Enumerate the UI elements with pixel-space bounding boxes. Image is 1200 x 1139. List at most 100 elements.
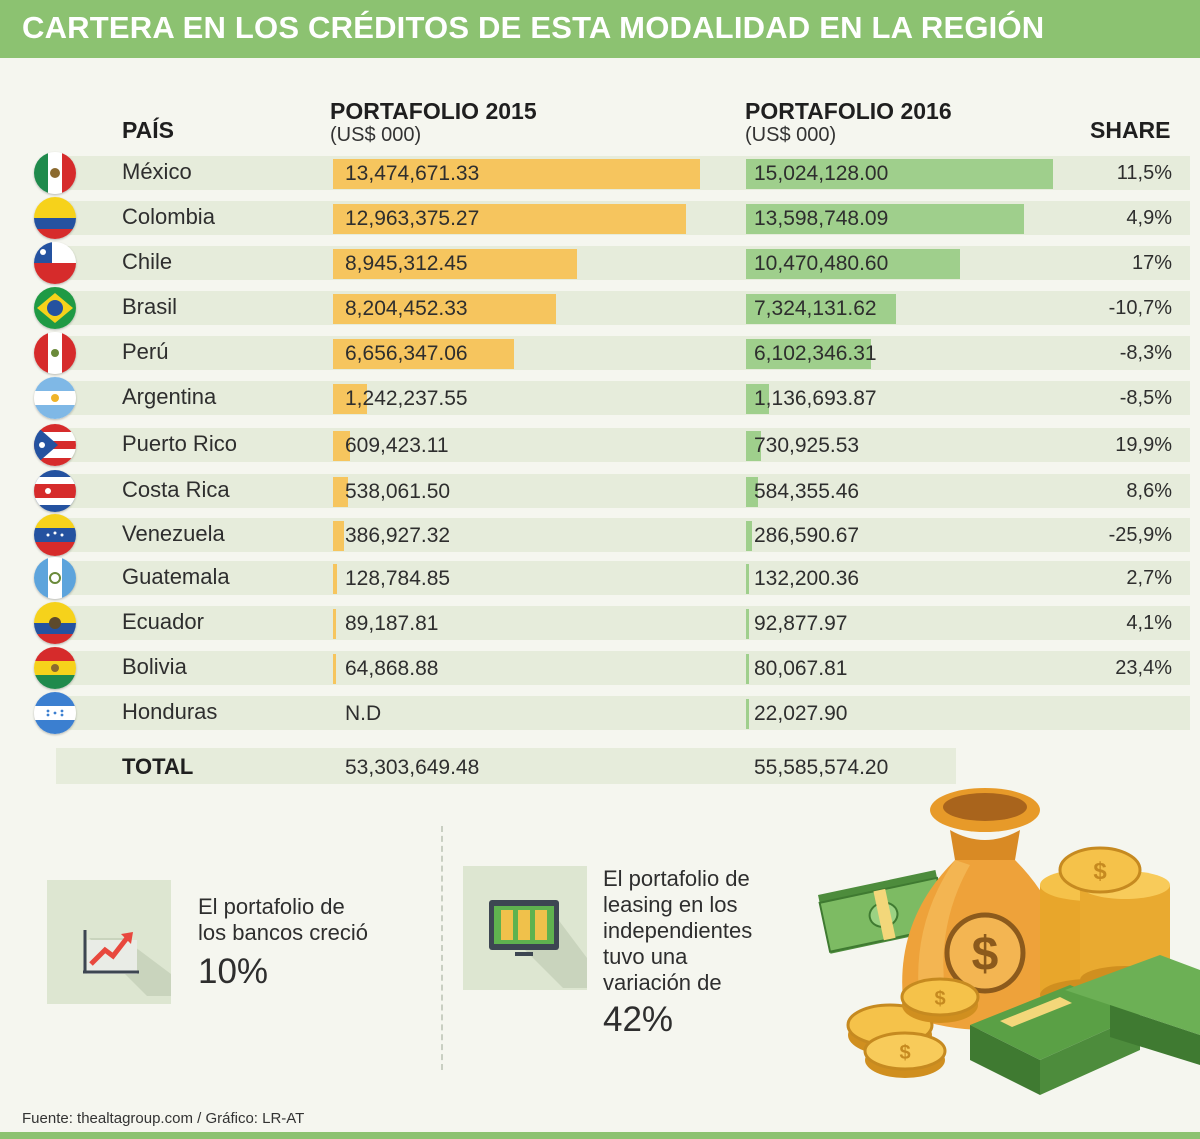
value-2015-puerto-rico: 609,423.11 [345,434,449,457]
value-2015-costa-rica: 538,061.50 [345,480,451,503]
bar-2015-bolivia [333,654,336,684]
share-ecuador: 4,1% [1126,612,1172,634]
share-chile: 17% [1131,252,1172,274]
country-chile: Chile [122,249,173,274]
value-2016-argentina: 1,136,693.87 [754,387,877,410]
total-row [56,748,956,784]
ecuador-flag-icon [34,602,76,644]
country-bolivia: Bolivia [122,654,187,679]
bar-2016-costa-rica [746,477,758,507]
value-2016-guatemala: 132,200.36 [754,567,860,590]
bar-2015-peru [333,339,515,369]
share-bolivia: 23,4% [1115,657,1172,679]
share-colombia: 4,9% [1126,207,1172,229]
bar-2015-puerto-rico [333,431,350,461]
country-argentina: Argentina [122,384,217,409]
honduras-flag-icon [34,692,76,734]
country-mexico: México [122,159,192,184]
value-2015-argentina: 1,242,237.55 [345,387,468,410]
bottom-rule [0,1132,1200,1139]
bar-2015-ecuador [333,609,336,639]
svg-text:$: $ [972,928,999,981]
bar-2016-mexico [746,159,1053,189]
value-2015-guatemala: 128,784.85 [345,567,451,590]
share-mexico: 11,5% [1116,162,1172,184]
money-case-icon [463,866,587,990]
svg-text:$: $ [934,988,945,1010]
svg-text:$: $ [899,1042,910,1064]
argentina-flag-icon [34,377,76,419]
bar-2015-mexico [333,159,700,189]
title-banner: CARTERA EN LOS CRÉDITOS DE ESTA MODALIDA… [0,0,1200,58]
total-2016: 55,585,574.20 [754,756,889,779]
bar-2015-brasil [333,294,557,324]
brazil-flag-icon [34,287,76,329]
share-argentina: -8,5% [1119,387,1172,409]
bar-2015-venezuela [333,521,344,551]
country-puerto-rico: Puerto Rico [122,431,237,456]
share-venezuela: -25,9% [1108,524,1172,546]
col-header-share: SHARE [1090,117,1171,143]
divider [441,826,443,1070]
source-footer: Fuente: thealtagroup.com / Gráfico: LR-A… [22,1110,305,1127]
venezuela-flag-icon [34,514,76,556]
value-2016-venezuela: 286,590.67 [754,524,860,547]
page-title: CARTERA EN LOS CRÉDITOS DE ESTA MODALIDA… [22,10,1045,45]
bar-2016-puerto-rico [746,431,761,461]
country-costa-rica: Costa Rica [122,477,230,502]
col-unit-2015: (US$ 000) [330,124,422,146]
money-bag-illustration: $ $ $ $ [810,775,1200,1110]
value-2015-ecuador: 89,187.81 [345,612,439,635]
info1-text: El portafolio de los bancos creció [198,894,368,945]
guatemala-flag-icon [34,557,76,599]
bar-2016-honduras [746,699,749,729]
value-2016-mexico: 15,024,128.00 [754,162,889,185]
chile-flag-icon [34,242,76,284]
value-2015-brasil: 8,204,452.33 [345,297,468,320]
bar-2015-argentina [333,384,367,414]
total-label: TOTAL [122,754,194,779]
table-row [56,246,1190,280]
country-ecuador: Ecuador [122,609,204,634]
country-colombia: Colombia [122,204,215,229]
info1-value: 10% [198,952,269,991]
share-brasil: -10,7% [1108,297,1172,319]
table-row [56,474,1190,508]
value-2015-mexico: 13,474,671.33 [345,162,480,185]
value-2015-bolivia: 64,868.88 [345,657,439,680]
country-guatemala: Guatemala [122,564,230,589]
value-2016-colombia: 13,598,748.09 [754,207,889,230]
bar-2016-guatemala [746,564,749,594]
table-row [56,518,1190,552]
country-honduras: Honduras [122,699,218,724]
value-2016-bolivia: 80,067.81 [754,657,848,680]
table-row [56,336,1190,370]
value-2015-honduras: N.D [345,702,382,725]
table-row [56,291,1190,325]
peru-flag-icon [34,332,76,374]
bar-2016-venezuela [746,521,752,551]
bar-2016-brasil [746,294,896,324]
table-row [56,428,1190,462]
total-2015: 53,303,649.48 [345,756,480,779]
table-row [56,696,1190,730]
value-2016-brasil: 7,324,131.62 [754,297,877,320]
colombia-flag-icon [34,197,76,239]
bar-2016-colombia [746,204,1024,234]
table-row [56,606,1190,640]
value-2015-venezuela: 386,927.32 [345,524,451,547]
table-row [56,561,1190,595]
col-header-pais: PAÍS [122,117,174,143]
col-unit-2016: (US$ 000) [745,124,837,146]
col-header-2015: PORTAFOLIO 2015 [330,98,537,124]
value-2016-costa-rica: 584,355.46 [754,480,860,503]
bar-2016-bolivia [746,654,749,684]
share-guatemala: 2,7% [1126,567,1172,589]
table-row [56,381,1190,415]
bolivia-flag-icon [34,647,76,689]
bar-2015-guatemala [333,564,337,594]
info2-value: 42% [603,1000,674,1039]
info2-text: El portafolio de leasing en los independ… [603,866,753,995]
bar-2016-argentina [746,384,770,414]
value-2016-puerto-rico: 730,925.53 [754,434,860,457]
